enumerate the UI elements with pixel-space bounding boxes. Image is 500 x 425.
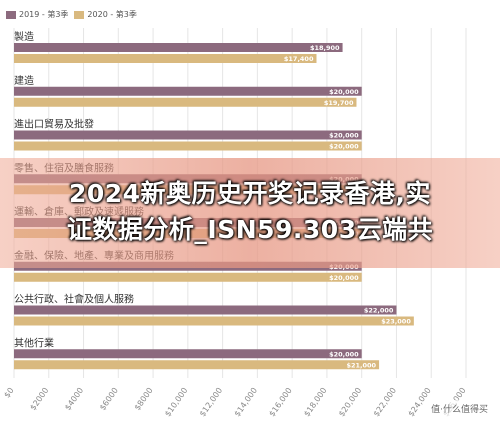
data-label: $21,000: [346, 361, 376, 369]
legend-swatch-2020: [74, 10, 85, 19]
bar: [14, 272, 362, 282]
data-label: $20,000: [329, 350, 359, 358]
x-tick-label: $16,000: [267, 386, 293, 418]
bar: [14, 349, 362, 359]
overlay-line-1: 2024新奥历史开奖记录香港,实: [68, 179, 432, 208]
legend-swatch-2019: [6, 10, 16, 19]
overlay-banner: 2024新奥历史开奖记录香港,实 证数据分析_ISN59.303云端共: [0, 158, 500, 268]
x-tick-label: $8000: [133, 386, 155, 412]
category-label: 製造: [14, 30, 34, 43]
category-label: 建造: [14, 74, 34, 87]
legend-item-2019: 2019 - 第3季: [6, 9, 68, 20]
x-tick-label: $20,000: [337, 386, 363, 418]
watermark: 值·什么值得买: [427, 400, 492, 417]
overlay-line-2: 证数据分析_ISN59.303云端共: [66, 215, 434, 244]
x-tick-label: $4000: [63, 386, 85, 412]
x-tick-label: $14,000: [233, 386, 259, 418]
x-tick-label: $22,000: [372, 386, 398, 418]
category-label: 公共行政、社會及個人服務: [14, 293, 134, 306]
overlay-headline: 2024新奥历史开奖记录香港,实 证数据分析_ISN59.303云端共: [0, 176, 500, 248]
bar: [14, 360, 380, 370]
x-tick-label: $10,000: [163, 386, 189, 418]
data-label: $18,900: [310, 44, 340, 52]
bar: [14, 305, 397, 315]
data-label: $19,700: [324, 99, 354, 107]
x-tick-label: $6000: [98, 386, 120, 412]
bar: [14, 316, 414, 326]
bar: [14, 86, 362, 96]
x-tick-label: $18,000: [302, 386, 328, 418]
data-label: $20,000: [329, 88, 359, 96]
x-tick-label: $0: [2, 386, 15, 400]
data-label: $17,400: [284, 55, 314, 63]
bar: [14, 130, 362, 140]
data-label: $20,000: [329, 143, 359, 151]
bar: [14, 54, 317, 63]
x-tick-label: $2000: [28, 386, 50, 412]
category-label: 進出口貿易及批發: [14, 118, 94, 131]
bar: [14, 97, 357, 107]
data-label: $22,000: [364, 307, 394, 315]
data-label: $20,000: [329, 132, 359, 140]
category-label: 其他行業: [14, 336, 54, 349]
data-label: $20,000: [329, 274, 359, 282]
legend-label-2019: 2019 - 第3季: [19, 10, 69, 19]
bar: [14, 43, 343, 52]
x-tick-label: $12,000: [198, 386, 224, 418]
legend: 2019 - 第3季 2020 - 第3季: [6, 9, 137, 20]
legend-label-2020: 2020 - 第3季: [87, 10, 137, 19]
bar: [14, 141, 362, 151]
legend-item-2020: 2020 - 第3季: [74, 9, 137, 20]
data-label: $23,000: [381, 318, 411, 326]
